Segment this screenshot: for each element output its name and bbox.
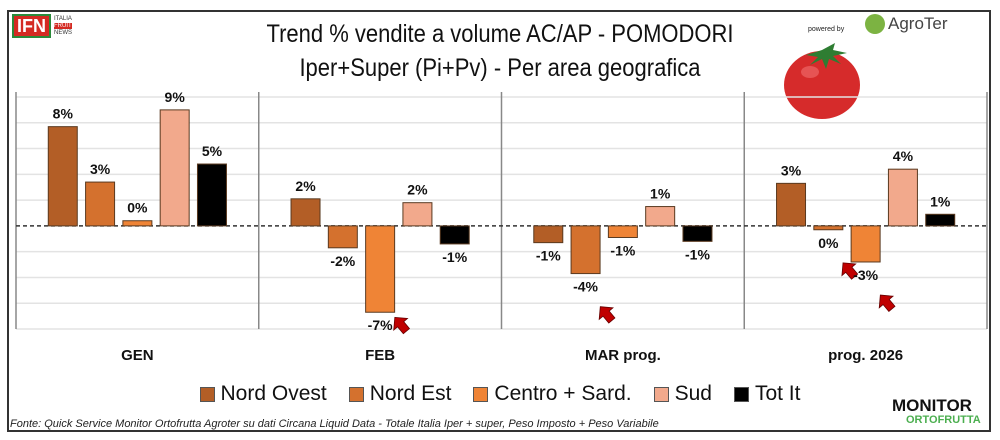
legend-item: Nord Ovest xyxy=(199,382,327,406)
tomato-icon xyxy=(784,43,860,119)
bar xyxy=(365,225,396,313)
arrow-shape xyxy=(841,262,859,280)
source-note: Fonte: Quick Service Monitor Ortofrutta … xyxy=(10,418,659,430)
data-label: 2% xyxy=(407,182,428,198)
chart-subtitle: Iper+Super (Pi+Pv) - Per area geografica xyxy=(299,54,701,82)
bar xyxy=(776,182,807,227)
monitor-ortofrutta-logo: MONITOR ORTOFRUTTA xyxy=(892,396,981,428)
legend-label: Centro + Sard. xyxy=(494,382,632,405)
data-label: -1% xyxy=(536,248,561,264)
arrow-shape xyxy=(598,306,616,324)
data-label: -2% xyxy=(330,253,355,269)
data-label: 1% xyxy=(930,193,951,209)
highlight-arrow-icon xyxy=(841,262,859,280)
legend-label: Nord Est xyxy=(369,382,452,405)
data-label: -1% xyxy=(442,249,467,265)
bar xyxy=(570,225,601,275)
data-label: 8% xyxy=(53,106,74,122)
ifn-side-3: NEWS xyxy=(54,29,72,36)
data-label: -1% xyxy=(685,246,710,262)
agroter-logo: AgroTer xyxy=(865,14,948,34)
data-label: -1% xyxy=(610,242,635,258)
legend-swatch xyxy=(733,386,749,402)
legend: Nord Ovest Nord Est Centro + Sard. Sud Tot I… xyxy=(0,382,1000,406)
bar xyxy=(47,126,78,227)
legend-item: Centro + Sard. xyxy=(473,382,632,406)
agroter-text: AgroTer xyxy=(888,14,948,33)
data-label: -7% xyxy=(368,317,393,333)
bar xyxy=(196,163,227,227)
data-label: -4% xyxy=(573,279,598,295)
arrow-shape xyxy=(393,316,411,335)
category-label: FEB xyxy=(365,347,395,364)
legend-item: Nord Est xyxy=(348,382,452,406)
bar xyxy=(327,225,358,249)
data-label: 1% xyxy=(650,186,671,202)
bar xyxy=(607,225,638,238)
bar xyxy=(290,198,321,227)
highlight-arrow-icon xyxy=(598,306,616,324)
arrow-shape xyxy=(878,294,896,313)
category-label: GEN xyxy=(121,347,154,364)
powered-by: powered by xyxy=(808,26,845,33)
legend-swatch xyxy=(348,386,364,402)
bar xyxy=(645,206,676,227)
monitor-logo-sub: ORTOFRUTTA xyxy=(906,414,981,426)
bar xyxy=(85,181,116,227)
data-label: 2% xyxy=(295,178,316,194)
legend-swatch xyxy=(199,386,215,402)
ifn-side-2: FRUIT xyxy=(54,22,72,29)
monitor-logo-text: MONITOR xyxy=(892,396,972,415)
data-label: 9% xyxy=(165,89,186,105)
bar xyxy=(682,225,713,242)
bar xyxy=(402,202,433,227)
legend-swatch xyxy=(473,386,489,402)
data-label: 3% xyxy=(781,162,802,178)
data-label: 0% xyxy=(127,200,148,216)
ifn-logo-text: IFN xyxy=(12,14,51,38)
category-label: MAR prog. xyxy=(585,347,661,364)
data-label: 5% xyxy=(202,143,223,159)
ifn-logo: IFN ITALIA FRUIT NEWS xyxy=(12,14,72,38)
legend-label: Tot It xyxy=(754,382,801,405)
ifn-side-1: ITALIA xyxy=(54,15,72,22)
chart-frame xyxy=(7,10,991,432)
legend-item: Sud xyxy=(653,382,712,406)
bar xyxy=(925,213,956,227)
category-label: prog. 2026 xyxy=(828,347,903,364)
legend-item: Tot It xyxy=(733,382,801,406)
chart-title: Trend % vendite a volume AC/AP - POMODOR… xyxy=(266,20,734,48)
bar xyxy=(813,225,844,231)
agroter-leaf-icon xyxy=(865,14,885,34)
highlight-arrow-icon xyxy=(878,294,896,313)
legend-label: Sud xyxy=(674,382,712,405)
highlight-arrow-icon xyxy=(393,316,411,335)
data-label: -3% xyxy=(853,267,878,283)
legend-swatch xyxy=(653,386,669,402)
bar xyxy=(533,225,564,244)
legend-label: Nord Ovest xyxy=(220,382,327,405)
bar xyxy=(122,220,153,227)
data-label: 4% xyxy=(893,148,914,164)
bar xyxy=(439,225,470,245)
bar xyxy=(887,168,918,227)
data-label: 3% xyxy=(90,161,111,177)
data-label: 0% xyxy=(818,235,839,251)
bar xyxy=(159,109,190,227)
bar xyxy=(850,225,881,263)
